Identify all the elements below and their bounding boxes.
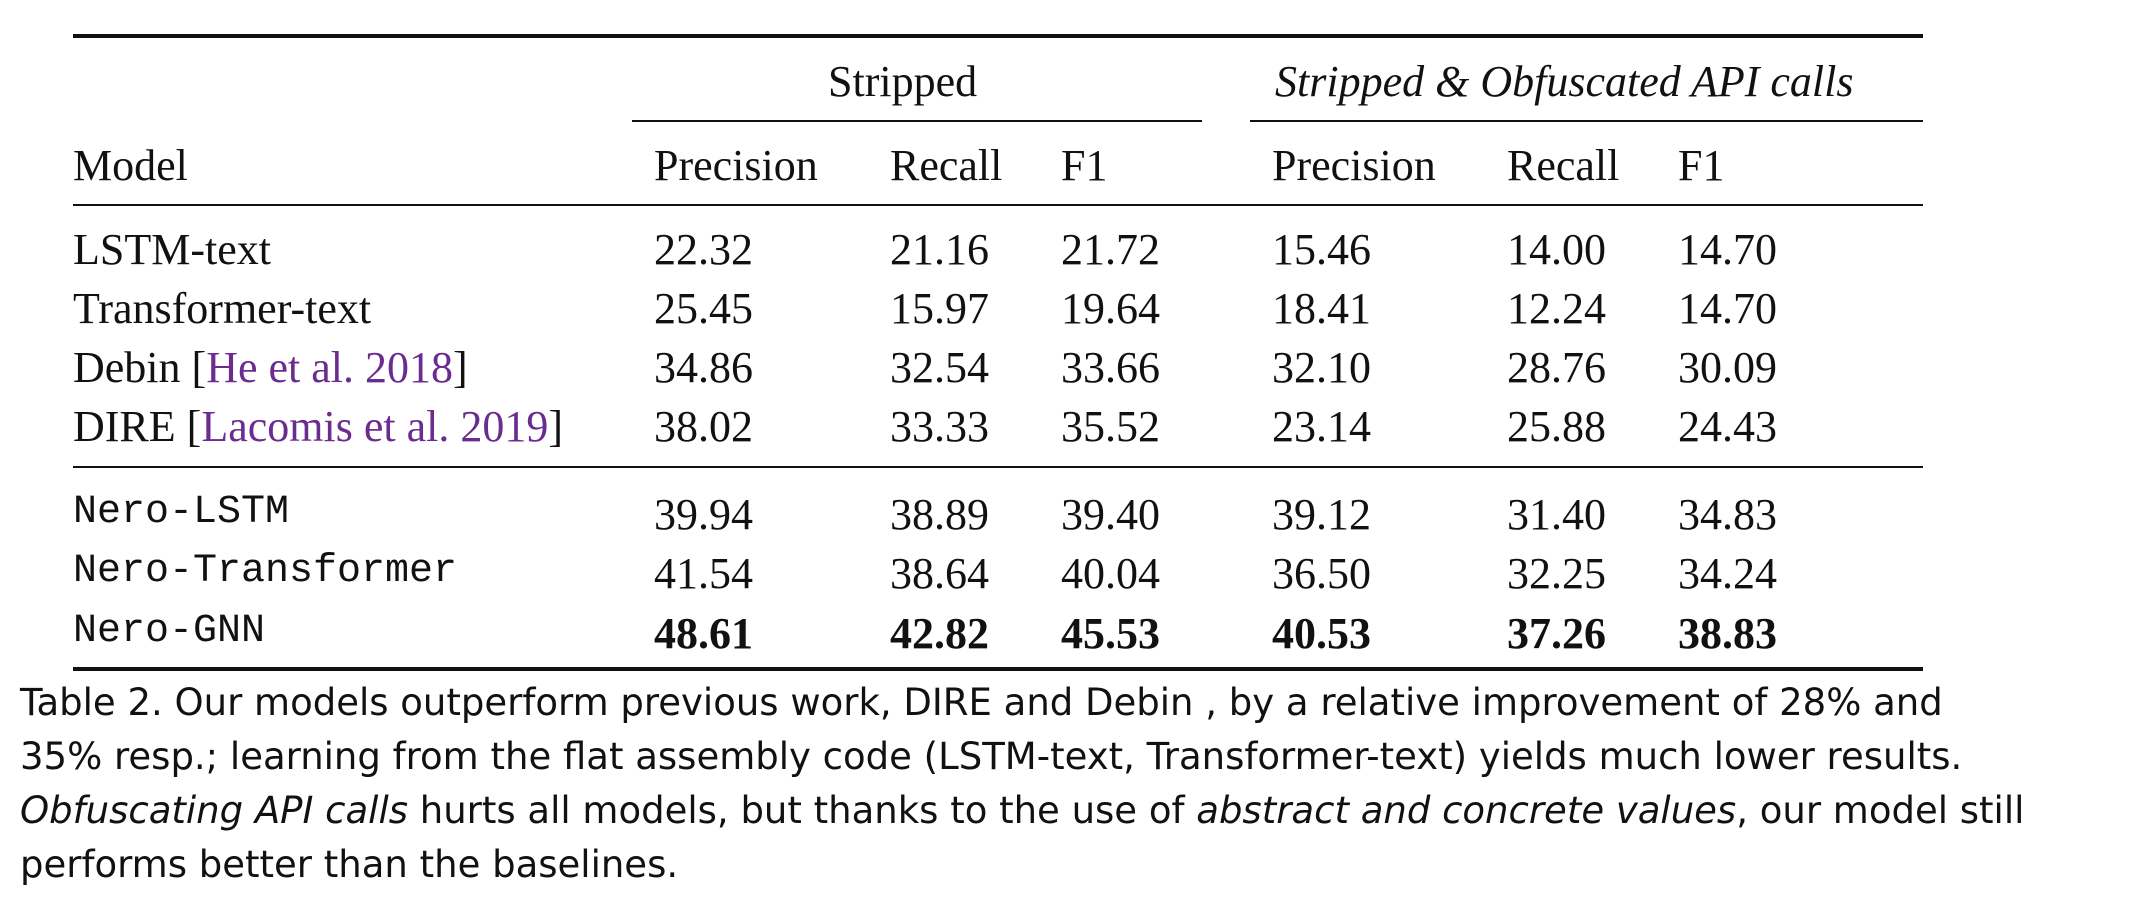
- cell-recall-obfuscated: 12.24: [1507, 284, 1606, 333]
- row-label-dire-name: DIRE [: [73, 402, 202, 451]
- cell-recall-stripped: 32.54: [890, 343, 989, 392]
- table-caption: Table 2. Our models outperform previous …: [20, 676, 2130, 892]
- cell-recall-obfuscated: 25.88: [1507, 402, 1606, 451]
- cell-recall-obfuscated: 37.26: [1507, 609, 1606, 658]
- cell-precision-obfuscated: 18.41: [1272, 284, 1371, 333]
- top-rule: [73, 34, 1923, 38]
- cell-recall-stripped: 38.64: [890, 549, 989, 598]
- cell-f1-stripped: 40.04: [1061, 549, 1160, 598]
- cell-f1-stripped: 39.40: [1061, 490, 1160, 539]
- cell-precision-stripped: 34.86: [654, 343, 753, 392]
- cell-precision-stripped: 22.32: [654, 225, 753, 274]
- caption-line-2: 35% resp.; learning from the flat assemb…: [20, 735, 1963, 778]
- cell-f1-obfuscated: 30.09: [1678, 343, 1777, 392]
- group-header-stripped: Stripped: [828, 57, 978, 106]
- citation-link-lacomis-2019[interactable]: Lacomis et al. 2019: [201, 402, 549, 451]
- row-label-lstm-text: LSTM-text: [73, 225, 271, 274]
- group-header-obfuscated: Stripped & Obfuscated API calls: [1275, 57, 1854, 106]
- row-label-nero-gnn: Nero-GNN: [73, 609, 266, 654]
- cell-f1-stripped: 45.53: [1061, 609, 1160, 658]
- row-label-debin: Debin [He et al. 2018]: [73, 346, 468, 390]
- cell-f1-obfuscated: 14.70: [1678, 284, 1777, 333]
- row-label-nero-lstm: Nero-LSTM: [73, 490, 290, 535]
- caption-text: , our model still: [1736, 789, 2025, 832]
- cell-precision-obfuscated: 15.46: [1272, 225, 1371, 274]
- col-header-precision-stripped: Precision: [654, 141, 818, 190]
- col-header-f1-obfuscated: F1: [1678, 141, 1725, 190]
- caption-line-4: performs better than the baselines.: [20, 843, 679, 886]
- cell-precision-stripped: 25.45: [654, 284, 753, 333]
- obfuscated-group-rule: [1250, 120, 1923, 122]
- cell-f1-obfuscated: 34.83: [1678, 490, 1777, 539]
- cell-precision-stripped: 48.61: [654, 609, 753, 658]
- citation-close-bracket: ]: [453, 343, 468, 392]
- cell-recall-obfuscated: 14.00: [1507, 225, 1606, 274]
- cell-precision-stripped: 38.02: [654, 402, 753, 451]
- caption-line-1: Table 2. Our models outperform previous …: [20, 681, 1943, 724]
- col-header-recall-obfuscated: Recall: [1507, 141, 1620, 190]
- col-header-precision-obfuscated: Precision: [1272, 141, 1436, 190]
- middle-rule: [73, 466, 1923, 468]
- cell-f1-obfuscated: 14.70: [1678, 225, 1777, 274]
- cell-recall-obfuscated: 28.76: [1507, 343, 1606, 392]
- cell-precision-obfuscated: 39.12: [1272, 490, 1371, 539]
- citation-close-bracket: ]: [548, 402, 563, 451]
- citation-link-he-2018[interactable]: He et al. 2018: [206, 343, 453, 392]
- cell-recall-obfuscated: 31.40: [1507, 490, 1606, 539]
- cell-recall-obfuscated: 32.25: [1507, 549, 1606, 598]
- cell-precision-obfuscated: 36.50: [1272, 549, 1371, 598]
- row-label-nero-transformer: Nero-Transformer: [73, 549, 458, 594]
- cell-f1-stripped: 21.72: [1061, 225, 1160, 274]
- bottom-rule: [73, 667, 1923, 671]
- caption-line-3: Obfuscating API calls hurts all models, …: [20, 784, 2130, 838]
- caption-emphasis-obfuscating: Obfuscating API calls: [20, 789, 409, 832]
- row-label-transformer-text: Transformer-text: [73, 284, 372, 333]
- stripped-group-rule: [632, 120, 1202, 122]
- cell-precision-obfuscated: 23.14: [1272, 402, 1371, 451]
- cell-recall-stripped: 38.89: [890, 490, 989, 539]
- cell-precision-obfuscated: 40.53: [1272, 609, 1371, 658]
- caption-text: hurts all models, but thanks to the use …: [408, 789, 1197, 832]
- cell-recall-stripped: 21.16: [890, 225, 989, 274]
- cell-recall-stripped: 15.97: [890, 284, 989, 333]
- col-header-model: Model: [73, 141, 188, 190]
- cell-f1-stripped: 33.66: [1061, 343, 1160, 392]
- cell-recall-stripped: 33.33: [890, 402, 989, 451]
- row-label-debin-name: Debin [: [73, 343, 207, 392]
- cell-recall-stripped: 42.82: [890, 609, 989, 658]
- cell-f1-stripped: 19.64: [1061, 284, 1160, 333]
- header-rule: [73, 204, 1923, 206]
- col-header-recall-stripped: Recall: [890, 141, 1003, 190]
- cell-precision-stripped: 41.54: [654, 549, 753, 598]
- cell-precision-stripped: 39.94: [654, 490, 753, 539]
- caption-emphasis-values: abstract and concrete values: [1196, 789, 1737, 832]
- row-label-dire: DIRE [Lacomis et al. 2019]: [73, 405, 563, 449]
- col-header-f1-stripped: F1: [1061, 141, 1108, 190]
- cell-f1-obfuscated: 34.24: [1678, 549, 1777, 598]
- cell-f1-obfuscated: 38.83: [1678, 609, 1777, 658]
- cell-precision-obfuscated: 32.10: [1272, 343, 1371, 392]
- cell-f1-obfuscated: 24.43: [1678, 402, 1777, 451]
- cell-f1-stripped: 35.52: [1061, 402, 1160, 451]
